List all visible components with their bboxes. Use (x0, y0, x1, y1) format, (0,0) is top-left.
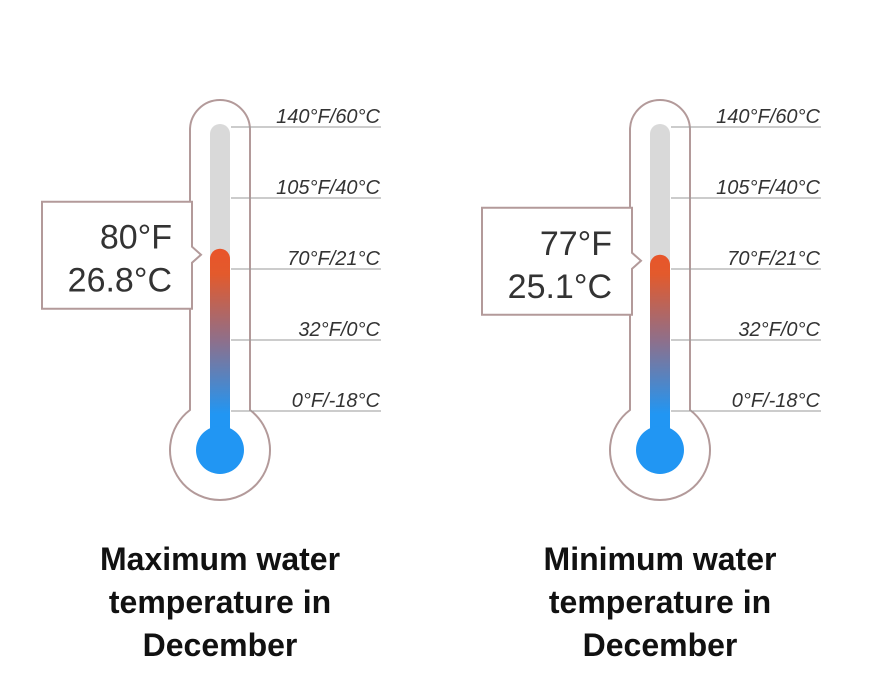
temperature-bar-body (210, 258, 230, 450)
title-line: Minimum water (543, 541, 777, 577)
scale-tick-label: 140°F/60°C (276, 106, 380, 128)
title-line: December (582, 627, 738, 663)
scale-tick-label: 105°F/40°C (716, 177, 820, 199)
thermometer-bulb (196, 426, 244, 474)
chart-title-min: Minimum water temperature in December (480, 538, 840, 667)
title-line: temperature in (548, 584, 772, 620)
title-line: temperature in (108, 584, 332, 620)
thermometer-min: 140°F/60°C 105°F/40°C 70°F/21°C 32°F/0°C 0°F… (481, 99, 821, 501)
scale-tick-label: 0°F/-18°C (292, 390, 381, 412)
value-callout (41, 200, 203, 310)
scale-tick-label: 0°F/-18°C (732, 390, 821, 412)
value-label-c: 26.8°C (68, 262, 172, 300)
scale-tick-label: 105°F/40°C (276, 177, 380, 199)
scale-tick-label: 70°F/21°C (727, 248, 820, 270)
chart-title-max: Maximum water temperature in December (40, 538, 400, 667)
temperature-bar-body (650, 264, 670, 450)
scale-tick-label: 140°F/60°C (716, 106, 820, 128)
thermometer-max: 140°F/60°C 105°F/40°C 70°F/21°C 32°F/0°C 0°F… (41, 99, 381, 501)
scale-tick-label: 70°F/21°C (287, 248, 380, 270)
scale-tick-label: 32°F/0°C (738, 319, 820, 341)
scale-tick-label: 32°F/0°C (298, 319, 380, 341)
value-label-f: 80°F (100, 219, 172, 257)
thermometer-bulb (636, 426, 684, 474)
value-callout (481, 206, 643, 316)
value-label-f: 77°F (540, 225, 612, 263)
title-line: December (142, 627, 298, 663)
title-line: Maximum water (99, 541, 341, 577)
value-label-c: 25.1°C (508, 268, 612, 306)
